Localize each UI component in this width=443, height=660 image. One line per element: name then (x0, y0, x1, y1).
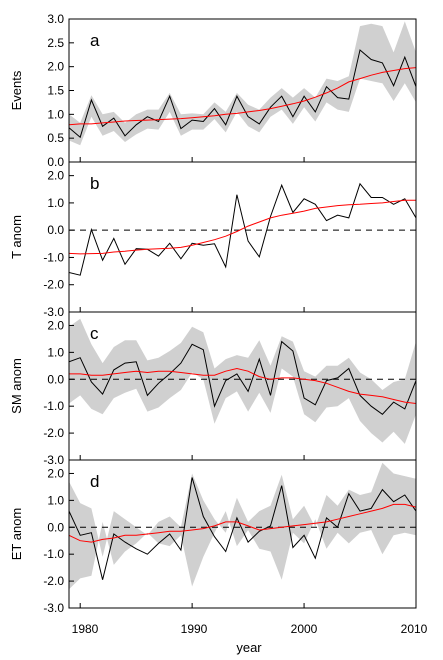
x-tick-label-1990: 1990 (181, 622, 208, 636)
y-tick-label: 1.0 (47, 493, 64, 507)
y-tick-label: 0.5 (47, 131, 64, 145)
plot-area (69, 182, 416, 276)
y-tick-label: -1.0 (43, 250, 64, 264)
y-tick-label: 2.0 (47, 466, 64, 480)
uncertainty-band (69, 318, 416, 444)
y-tick-label: 2.5 (47, 36, 64, 50)
y-tick-label: 0.0 (47, 155, 64, 169)
annual-series-line (69, 182, 416, 276)
plot-area (69, 318, 416, 444)
y-tick-label: -2.0 (43, 278, 64, 292)
panel-frame (68, 459, 417, 609)
x-axis: 1980 1990 2000 2010 year (72, 622, 428, 655)
panel-frame (68, 161, 417, 313)
y-axis-label: T anom (9, 215, 24, 259)
y-axis-label: Events (9, 70, 24, 110)
y-tick-label: 0.0 (47, 372, 64, 386)
panel-d: -3.0 -2.0 -1.0 0.0 1.0 2.0 ET anom d (9, 459, 417, 615)
x-tick-label-2000: 2000 (291, 622, 318, 636)
panel-letter: d (90, 472, 99, 491)
y-tick-label: -2.0 (43, 426, 64, 440)
y-tick-label: -2.0 (43, 574, 64, 588)
uncertainty-band (69, 21, 416, 146)
annual-series-line (69, 49, 416, 139)
y-tick-label: 1.5 (47, 84, 64, 98)
y-tick-label: 2.0 (47, 60, 64, 74)
annual-series-line (69, 477, 416, 580)
y-axis-label: SM anom (9, 358, 24, 414)
y-tick-label: 1.0 (47, 345, 64, 359)
panel-a: 0.0 0.5 1.0 1.5 2.0 2.5 3.0 Events a (9, 12, 417, 169)
smoothed-trend-line (69, 503, 416, 543)
y-tick-label: 2.0 (47, 169, 64, 183)
panel-c: -3.0 -2.0 -1.0 0.0 1.0 2.0 SM anom c (9, 311, 417, 467)
panels: 0.0 0.5 1.0 1.5 2.0 2.5 3.0 Events a -3.0 -2.0 -1.0… (9, 12, 417, 615)
y-tick-label: 1.0 (47, 196, 64, 210)
x-tick-label-2010: 2010 (401, 622, 428, 636)
panel-letter: a (90, 31, 100, 50)
y-tick-label: -3.0 (43, 601, 64, 615)
y-tick-label: -3.0 (43, 305, 64, 319)
x-tick-label-1980: 1980 (72, 622, 99, 636)
panel-b: -3.0 -2.0 -1.0 0.0 1.0 2.0 T anom b (9, 161, 417, 319)
y-tick-label: 1.0 (47, 107, 64, 121)
smoothed-trend-line (69, 67, 416, 126)
annual-series-line (69, 340, 416, 415)
smoothed-trend-line (69, 199, 416, 255)
y-tick-label: -1.0 (43, 547, 64, 561)
x-axis-label: year (236, 640, 262, 655)
smoothed-trend-line (69, 367, 416, 404)
y-tick-label: -3.0 (43, 453, 64, 467)
panel-letter: c (90, 324, 99, 343)
y-tick-label: -1.0 (43, 399, 64, 413)
plot-area (69, 21, 416, 146)
panel-letter: b (90, 174, 99, 193)
y-tick-label: 3.0 (47, 12, 64, 26)
uncertainty-band (69, 462, 416, 590)
y-tick-label: 0.0 (47, 223, 64, 237)
y-tick-label: 2.0 (47, 318, 64, 332)
plot-area (69, 462, 416, 590)
y-axis-label: ET anom (9, 508, 24, 561)
y-tick-label: 0.0 (47, 520, 64, 534)
